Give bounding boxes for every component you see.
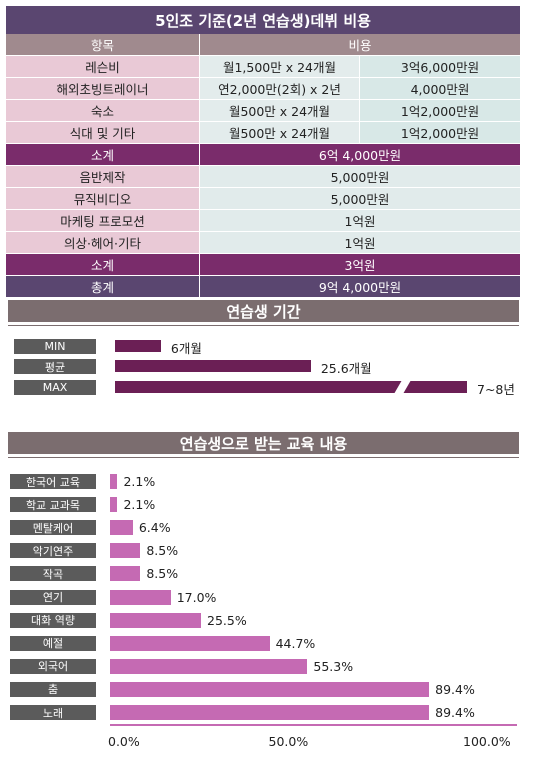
row-amount: 5,000만원 <box>200 188 520 209</box>
chart2-bar <box>110 635 270 651</box>
total-label: 총계 <box>6 276 200 297</box>
chart2-category-label: 연기 <box>10 589 96 605</box>
row-item: 음반제작 <box>6 166 200 187</box>
row-detail: 월500만 x 24개월 <box>200 122 360 143</box>
chart2-value-label: 25.5% <box>207 612 247 628</box>
chart2-category-label: 노래 <box>10 705 96 720</box>
chart1-bar <box>115 360 311 372</box>
chart1-category-label: MIN <box>14 339 96 354</box>
row-item: 식대 및 기타 <box>6 122 200 143</box>
chart2-category-label: 예절 <box>10 635 96 651</box>
chart1-bar <box>115 340 161 352</box>
chart1-value-label: 6개월 <box>170 341 202 356</box>
table-row: 의상·헤어·기타 1억원 <box>6 232 520 254</box>
chart1-divider <box>8 325 519 326</box>
chart2-title: 연습생으로 받는 교육 내용 <box>8 432 519 454</box>
chart2-value-label: 2.1% <box>123 474 156 489</box>
chart2-category-label: 악기연주 <box>10 543 96 559</box>
chart2-category-label: 외국어 <box>10 658 96 674</box>
chart2-category-label: 멘탈케어 <box>10 520 96 536</box>
row-amount: 1억원 <box>200 232 520 253</box>
chart2-value-label: 17.0% <box>176 589 217 605</box>
row-amount: 5,000만원 <box>200 166 520 187</box>
header-item: 항목 <box>6 34 200 55</box>
chart2-bar <box>110 474 118 489</box>
chart2-value-label: 89.4% <box>435 705 475 720</box>
chart2-value-label: 2.1% <box>123 497 156 513</box>
table-row: 숙소 월500만 x 24개월 1억2,000만원 <box>6 100 520 122</box>
chart2-bar <box>110 566 141 582</box>
chart1-value-label: 7~8년 <box>477 382 515 397</box>
table-row: 뮤직비디오 5,000만원 <box>6 188 520 210</box>
subtotal-value: 3억원 <box>200 254 520 275</box>
subtotal-label: 소계 <box>6 144 200 165</box>
row-item: 해외초빙트레이너 <box>6 78 200 99</box>
row-detail: 월500만 x 24개월 <box>200 100 360 121</box>
row-item: 의상·헤어·기타 <box>6 232 200 253</box>
subtotal-row: 소계 3억원 <box>6 254 520 276</box>
chart1-value-label: 25.6개월 <box>320 361 372 376</box>
row-detail: 연2,000만(2회) x 2년 <box>200 78 360 99</box>
chart2-category-label: 작곡 <box>10 566 96 582</box>
row-detail: 월1,500만 x 24개월 <box>200 56 360 77</box>
row-item: 마케팅 프로모션 <box>6 210 200 231</box>
table-row: 해외초빙트레이너 연2,000만(2회) x 2년 4,000만원 <box>6 78 520 100</box>
row-amount: 1억2,000만원 <box>360 100 520 121</box>
cost-table: 5인조 기준(2년 연습생)데뷔 비용 항목 비용 레슨비 월1,500만 x … <box>6 6 520 298</box>
chart2-category-label: 한국어 교육 <box>10 474 96 489</box>
chart2-bar <box>110 589 171 605</box>
row-item: 숙소 <box>6 100 200 121</box>
table-row: 식대 및 기타 월500만 x 24개월 1억2,000만원 <box>6 122 520 144</box>
subtotal-value: 6억 4,000만원 <box>200 144 520 165</box>
row-amount: 1억2,000만원 <box>360 122 520 143</box>
table-row: 마케팅 프로모션 1억원 <box>6 210 520 232</box>
chart2-value-label: 44.7% <box>275 635 316 651</box>
cost-table-title: 5인조 기준(2년 연습생)데뷔 비용 <box>6 6 520 34</box>
chart2-x-axis <box>110 724 517 726</box>
chart1-category-label: 평균 <box>14 359 96 374</box>
row-amount: 1억원 <box>200 210 520 231</box>
chart2-value-label: 55.3% <box>313 658 354 674</box>
chart2-value-label: 8.5% <box>146 543 179 559</box>
chart2-category-label: 춤 <box>10 681 96 697</box>
total-row: 총계 9억 4,000만원 <box>6 276 520 298</box>
chart2-category-label: 대화 역량 <box>10 612 96 628</box>
table-row: 레슨비 월1,500만 x 24개월 3억6,000만원 <box>6 56 520 78</box>
row-item: 뮤직비디오 <box>6 188 200 209</box>
chart1-title: 연습생 기간 <box>8 300 519 322</box>
chart2-value-label: 8.5% <box>146 566 179 582</box>
header-cost: 비용 <box>200 34 520 55</box>
row-item: 레슨비 <box>6 56 200 77</box>
chart2-bar <box>110 543 141 559</box>
chart2-category-label: 학교 교과목 <box>10 497 96 513</box>
chart2-bar <box>110 612 202 628</box>
chart2-x-tick: 50.0% <box>268 734 309 749</box>
chart2-divider <box>8 457 519 458</box>
chart2-bar <box>110 658 308 674</box>
total-value: 9억 4,000만원 <box>200 276 520 297</box>
table-row: 음반제작 5,000만원 <box>6 166 520 188</box>
chart2-bar <box>110 520 133 536</box>
chart2-bar <box>110 705 430 720</box>
chart2-bar <box>110 681 430 697</box>
row-amount: 3억6,000만원 <box>360 56 520 77</box>
chart1-bar <box>115 381 467 393</box>
cost-table-header: 항목 비용 <box>6 34 520 56</box>
chart2-value-label: 89.4% <box>435 681 475 697</box>
chart2-x-tick: 100.0% <box>463 734 511 749</box>
row-amount: 4,000만원 <box>360 78 520 99</box>
chart1-category-label: MAX <box>14 380 96 395</box>
subtotal-label: 소계 <box>6 254 200 275</box>
subtotal-row: 소계 6억 4,000만원 <box>6 144 520 166</box>
chart2-bar <box>110 497 118 513</box>
chart2-value-label: 6.4% <box>138 520 171 536</box>
chart2-x-tick: 0.0% <box>108 734 140 749</box>
